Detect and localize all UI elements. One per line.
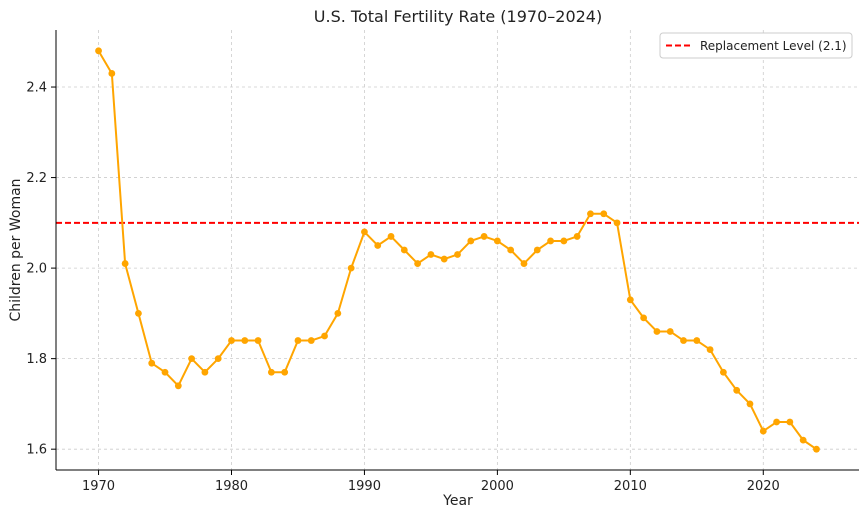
data-point	[600, 210, 608, 218]
y-axis-label: Children per Woman	[8, 178, 24, 321]
legend-label-replacement-level: Replacement Level (2.1)	[700, 39, 847, 53]
data-point	[733, 386, 741, 394]
data-point	[95, 47, 102, 55]
data-point	[653, 328, 661, 335]
data-point	[507, 246, 515, 254]
data-point	[281, 368, 289, 376]
y-tick-label: 2.0	[26, 262, 47, 277]
data-point	[254, 337, 262, 344]
y-tick-label: 1.6	[26, 443, 47, 458]
data-point	[307, 337, 315, 344]
y-tick-label: 1.8	[26, 352, 47, 367]
data-point	[746, 400, 754, 408]
axes	[55, 30, 859, 471]
data-point	[135, 309, 142, 317]
data-point	[347, 264, 355, 272]
data-point	[188, 355, 196, 363]
x-tick-label: 2000	[481, 479, 514, 494]
data-point	[719, 368, 727, 376]
data-point	[786, 418, 794, 426]
data-point	[467, 237, 475, 245]
legend-box	[659, 32, 853, 59]
data-point	[587, 210, 594, 218]
data-point	[759, 427, 767, 435]
data-point	[121, 260, 129, 267]
x-axis-ticks: 1970 1980 1990 2000 2010 2020	[82, 470, 780, 494]
data-point	[361, 228, 368, 236]
data-point	[214, 355, 222, 363]
data-point	[321, 332, 328, 340]
data-point	[400, 246, 408, 254]
data-point	[693, 337, 701, 344]
data-point	[161, 368, 169, 376]
data-point	[108, 70, 116, 77]
chart-title: U.S. Total Fertility Rate (1970–2024)	[314, 7, 602, 26]
data-point	[174, 382, 182, 390]
data-point	[267, 368, 275, 376]
data-point	[547, 237, 554, 245]
x-axis-label: Year	[442, 493, 473, 509]
data-point	[799, 436, 807, 444]
data-point	[414, 260, 422, 267]
x-tick-label: 1990	[348, 479, 381, 494]
data-point	[666, 328, 674, 335]
data-point	[148, 359, 156, 367]
data-point	[480, 233, 488, 240]
y-tick-label: 2.2	[26, 171, 47, 186]
data-point	[374, 242, 382, 249]
data-point	[228, 337, 235, 344]
data-point	[520, 260, 528, 267]
data-point	[294, 337, 302, 344]
data-point	[493, 237, 501, 245]
data-point	[560, 237, 568, 245]
data-point	[680, 337, 687, 344]
data-point	[626, 296, 634, 304]
data-point	[334, 309, 342, 317]
data-point	[613, 219, 621, 227]
data-point	[773, 418, 780, 426]
x-tick-label: 1980	[215, 479, 248, 494]
data-point	[813, 445, 820, 453]
x-tick-label: 2010	[614, 479, 647, 494]
x-tick-label: 2020	[747, 479, 780, 494]
data-point	[201, 368, 209, 376]
data-point	[573, 233, 581, 240]
legend: Replacement Level (2.1)	[659, 32, 853, 59]
y-axis-ticks: 1.6 1.8 2.0 2.2 2.4	[26, 81, 56, 458]
data-point	[640, 314, 648, 322]
data-point	[454, 251, 461, 258]
y-tick-label: 2.4	[26, 81, 47, 96]
data-point	[387, 233, 395, 240]
data-point	[440, 255, 448, 263]
series-group	[95, 47, 820, 453]
x-tick-label: 1970	[82, 479, 115, 494]
data-point	[241, 337, 249, 344]
data-point	[533, 246, 541, 254]
data-point	[706, 346, 714, 353]
data-point	[427, 251, 435, 258]
